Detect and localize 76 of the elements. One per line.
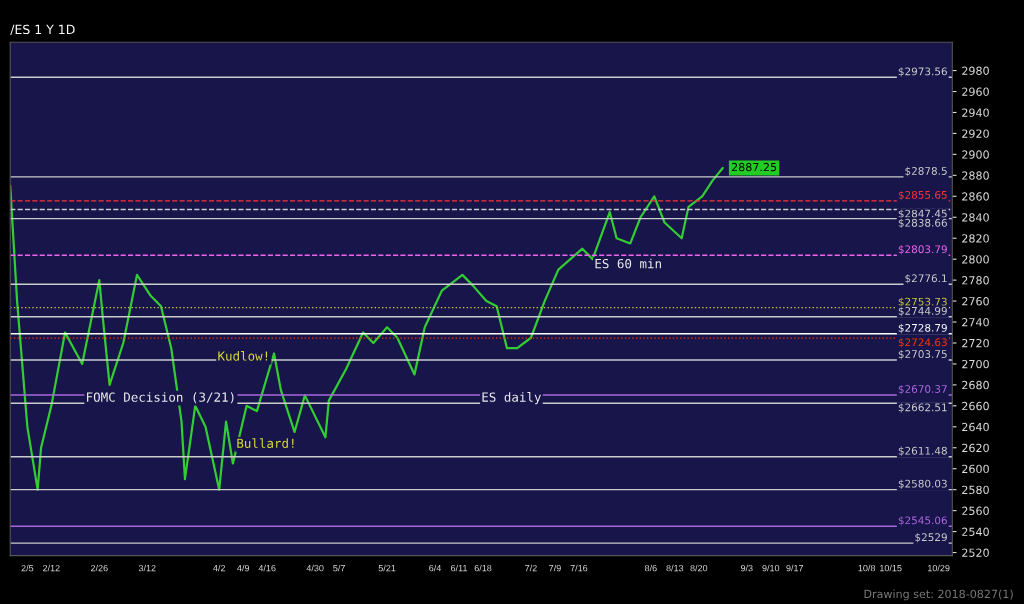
x-tick-label: 4/9 bbox=[237, 564, 250, 572]
y-tick-label: 2540 bbox=[962, 527, 989, 536]
annotation: Bullard! bbox=[237, 438, 294, 449]
annotation: FOMC Decision (3/21) bbox=[87, 392, 234, 404]
y-tick-label: 2740 bbox=[962, 318, 989, 327]
annotation: ES daily bbox=[482, 392, 541, 405]
y-tick-label: 2780 bbox=[962, 276, 989, 285]
y-tick-label: 2920 bbox=[962, 129, 989, 138]
y-tick-label: 2980 bbox=[962, 66, 989, 75]
x-tick-label: 8/6 bbox=[644, 564, 657, 572]
x-tick-label: 4/30 bbox=[306, 564, 324, 572]
y-tick-label: 2840 bbox=[962, 213, 989, 222]
x-tick-label: 10/8 bbox=[858, 564, 876, 572]
y-tick-label: 2900 bbox=[962, 150, 989, 159]
ref-line-label: $2803.79 bbox=[898, 245, 947, 255]
ref-line-label: $2611.48 bbox=[898, 446, 947, 457]
x-tick-label: 10/15 bbox=[880, 564, 902, 572]
y-tick-label: 2880 bbox=[962, 171, 989, 180]
x-tick-label: 7/16 bbox=[570, 564, 588, 572]
x-tick-label: 7/2 bbox=[525, 564, 537, 572]
x-tick-label: 4/16 bbox=[258, 564, 276, 572]
x-tick-label: 5/7 bbox=[333, 564, 345, 572]
x-tick-label: 8/20 bbox=[690, 564, 708, 572]
line-series bbox=[10, 166, 724, 491]
y-tick-label: 2800 bbox=[962, 255, 989, 264]
x-tick-label: 4/2 bbox=[213, 564, 226, 572]
text: Drawing set: 2018-0827(1) bbox=[864, 589, 1013, 601]
ref-line-label: $2753.73 bbox=[898, 297, 947, 308]
x-tick-label: 2/26 bbox=[90, 564, 108, 572]
x-tick-label: 2/12 bbox=[43, 564, 60, 572]
ref-line-label: $2724.63 bbox=[898, 338, 947, 348]
ref-line-label: $2838.66 bbox=[898, 218, 947, 229]
x-tick-label: 9/10 bbox=[762, 564, 780, 572]
y-tick-label: 2760 bbox=[962, 297, 989, 306]
ref-line-label: $2973.56 bbox=[898, 67, 947, 77]
y-tick-label: 2820 bbox=[962, 234, 989, 243]
x-tick-label: 5/21 bbox=[378, 564, 396, 572]
ref-line-label: $2878.5 bbox=[905, 166, 947, 177]
x-tick-label: 2/5 bbox=[21, 564, 34, 572]
y-tick-label: 2600 bbox=[962, 464, 989, 474]
x-tick-label: 9/17 bbox=[786, 564, 804, 572]
y-tick-label: 2940 bbox=[962, 108, 989, 117]
ref-line-label: $2670.37 bbox=[898, 384, 947, 395]
chart-title: /ES 1 Y 1D bbox=[10, 24, 75, 36]
y-tick-label: 2560 bbox=[962, 506, 989, 516]
y-tick-label: 2680 bbox=[962, 380, 989, 390]
ref-line-label: $2529 bbox=[915, 533, 947, 543]
x-tick-label: 6/11 bbox=[451, 564, 468, 572]
annotation: ES 60 min bbox=[595, 258, 661, 269]
ref-line-label: $2744.99 bbox=[898, 306, 947, 317]
x-tick-label: 3/12 bbox=[138, 564, 156, 572]
y-tick-label: 2640 bbox=[962, 422, 989, 432]
x-tick-label: 7/9 bbox=[549, 564, 561, 572]
y-tick-label: 2660 bbox=[962, 401, 989, 411]
x-tick-label: 6/18 bbox=[474, 564, 492, 572]
ref-line-label: $2776.1 bbox=[905, 274, 947, 284]
ref-line-label: $2847.45 bbox=[898, 209, 947, 219]
y-tick-label: 2860 bbox=[962, 192, 989, 201]
ref-line-label: $2855.65 bbox=[898, 190, 947, 201]
ref-line-label: $2545.06 bbox=[898, 516, 947, 526]
ref-line-label: $2662.51 bbox=[898, 403, 947, 413]
x-tick-label: 9/3 bbox=[740, 564, 753, 572]
y-tick-label: 2520 bbox=[962, 548, 989, 557]
x-tick-label: 8/13 bbox=[666, 564, 684, 572]
annotation: Kudlow! bbox=[218, 351, 268, 361]
y-tick-label: 2620 bbox=[962, 443, 989, 453]
ref-line-label: $2703.75 bbox=[898, 349, 947, 360]
ref-line-label: $2580.03 bbox=[898, 479, 947, 490]
y-tick-label: 2960 bbox=[962, 87, 989, 96]
x-tick-label: 10/29 bbox=[928, 564, 950, 572]
y-tick-label: 2700 bbox=[962, 359, 989, 369]
x-tick-label: 6/4 bbox=[429, 564, 442, 572]
y-tick-label: 2720 bbox=[962, 338, 989, 348]
annotation: 2887.25 bbox=[731, 162, 777, 172]
y-tick-label: 2580 bbox=[962, 485, 989, 495]
ref-line-label: $2728.79 bbox=[898, 323, 947, 334]
